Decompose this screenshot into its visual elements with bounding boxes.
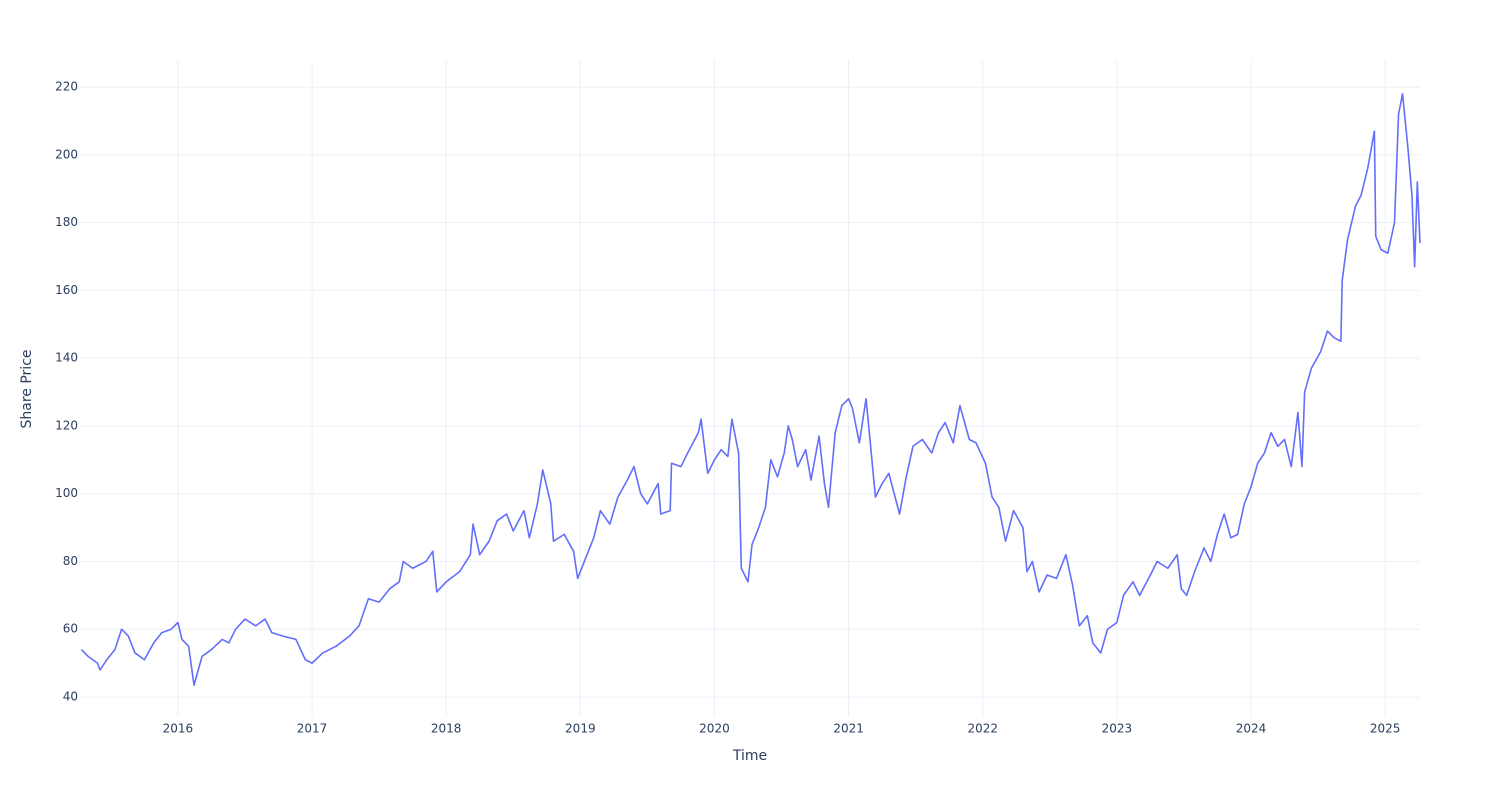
x-tick-label: 2024 bbox=[1236, 722, 1267, 736]
x-tick-label: 2022 bbox=[967, 722, 998, 736]
y-tick-label: 80 bbox=[63, 554, 78, 568]
x-tick-label: 2019 bbox=[565, 722, 596, 736]
y-tick-label: 220 bbox=[55, 80, 78, 94]
price-line bbox=[80, 93, 1421, 686]
x-tick-label: 2021 bbox=[833, 722, 864, 736]
y-tick-label: 100 bbox=[55, 486, 78, 500]
x-axis-title: Time bbox=[732, 748, 767, 764]
y-tick-label: 60 bbox=[63, 622, 78, 636]
y-tick-label: 160 bbox=[55, 283, 78, 297]
x-tick-label: 2023 bbox=[1102, 722, 1133, 736]
x-tick-label: 2018 bbox=[431, 722, 462, 736]
x-tick-label: 2016 bbox=[163, 722, 194, 736]
x-tick-label: 2020 bbox=[699, 722, 730, 736]
y-tick-label: 140 bbox=[55, 351, 78, 365]
y-tick-label: 180 bbox=[55, 215, 78, 229]
y-tick-label: 120 bbox=[55, 418, 78, 432]
y-axis-title: Share Price bbox=[19, 349, 35, 428]
x-tick-label: 2017 bbox=[297, 722, 328, 736]
y-tick-label: 200 bbox=[55, 147, 78, 161]
x-tick-label: 2025 bbox=[1370, 722, 1401, 736]
y-tick-label: 40 bbox=[63, 690, 78, 704]
